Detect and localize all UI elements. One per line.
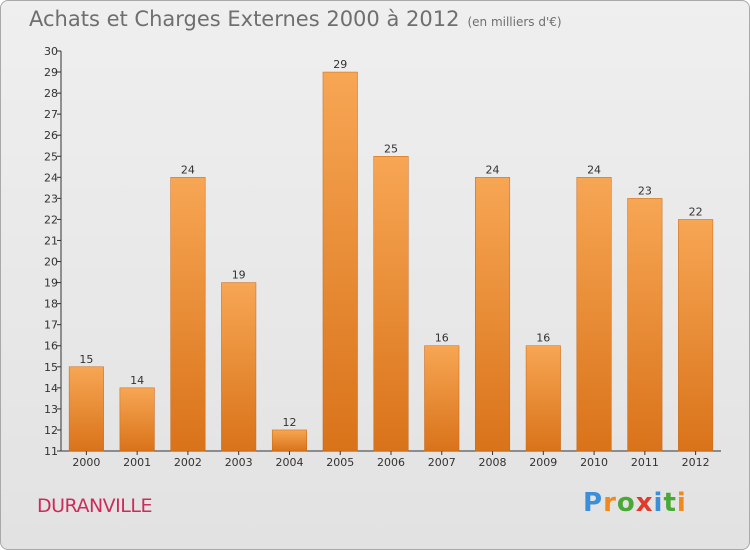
logo-letter: i bbox=[653, 488, 664, 518]
y-tick-label: 28 bbox=[44, 87, 58, 100]
logo-letter: o bbox=[616, 488, 636, 518]
bar bbox=[119, 387, 155, 452]
bar bbox=[322, 71, 358, 452]
y-tick-label: 26 bbox=[44, 129, 58, 142]
logo-letter: P bbox=[583, 488, 604, 518]
x-tick-label: 2002 bbox=[174, 456, 202, 469]
y-tick-label: 25 bbox=[44, 150, 58, 163]
y-tick-label: 23 bbox=[44, 192, 58, 205]
x-tick-label: 2012 bbox=[682, 456, 710, 469]
bar bbox=[475, 177, 511, 452]
x-tick-label: 2005 bbox=[326, 456, 354, 469]
y-tick-label: 16 bbox=[44, 340, 58, 353]
y-tick-label: 15 bbox=[44, 361, 58, 374]
y-tick-label: 20 bbox=[44, 256, 58, 269]
proxiti-logo: Proxiti bbox=[583, 488, 687, 518]
x-axis: 2000 2001 2002 2003 2004 2005 2006 2007 2008 2009… bbox=[61, 450, 721, 469]
y-axis: 11 12 13 14 15 16 17 18 19 20 21 22 23 24 25 26 27 28 29 30 bbox=[44, 45, 62, 458]
bar bbox=[373, 156, 409, 452]
x-tick-label: 2009 bbox=[529, 456, 557, 469]
bar bbox=[170, 177, 206, 452]
data-label: 29 bbox=[333, 58, 347, 71]
y-tick-label: 13 bbox=[44, 403, 58, 416]
y-tick-label: 17 bbox=[44, 319, 58, 332]
y-tick-label: 14 bbox=[44, 382, 58, 395]
y-tick-label: 12 bbox=[44, 424, 58, 437]
data-label: 22 bbox=[689, 205, 703, 218]
x-tick-label: 2010 bbox=[580, 456, 608, 469]
data-label: 14 bbox=[130, 374, 144, 387]
town-name: DURANVILLE bbox=[37, 495, 152, 517]
logo-letter: r bbox=[603, 488, 617, 518]
x-tick-label: 2003 bbox=[225, 456, 253, 469]
y-tick-label: 11 bbox=[44, 445, 58, 458]
data-label: 12 bbox=[282, 416, 296, 429]
y-tick-label: 19 bbox=[44, 277, 58, 290]
chart-subtitle: (en milliers d'€) bbox=[467, 15, 562, 29]
bar bbox=[576, 177, 612, 452]
x-tick-label: 2011 bbox=[631, 456, 659, 469]
bar bbox=[678, 219, 714, 452]
title-text: Achats et Charges Externes 2000 à 2012 bbox=[29, 7, 460, 31]
data-label: 19 bbox=[232, 269, 246, 282]
logo-letter: i bbox=[676, 488, 687, 518]
bar bbox=[525, 345, 561, 452]
x-tick-label: 2004 bbox=[275, 456, 303, 469]
y-tick-label: 30 bbox=[44, 45, 58, 58]
data-label: 24 bbox=[486, 163, 500, 176]
data-label: 15 bbox=[79, 353, 93, 366]
x-tick-label: 2007 bbox=[428, 456, 456, 469]
data-label: 16 bbox=[536, 332, 550, 345]
x-tick-label: 2000 bbox=[72, 456, 100, 469]
y-tick-label: 29 bbox=[44, 66, 58, 79]
bar bbox=[271, 429, 307, 452]
y-tick-label: 24 bbox=[44, 171, 58, 184]
y-tick-label: 27 bbox=[44, 108, 58, 121]
bar bbox=[627, 198, 663, 452]
data-label: 25 bbox=[384, 142, 398, 155]
bar bbox=[424, 345, 460, 452]
data-label: 16 bbox=[435, 332, 449, 345]
data-labels: 15 14 24 19 12 29 25 16 24 16 24 23 22 bbox=[79, 58, 702, 429]
data-label: 24 bbox=[181, 163, 195, 176]
y-tick-label: 18 bbox=[44, 298, 58, 311]
x-tick-label: 2006 bbox=[377, 456, 405, 469]
x-tick-label: 2008 bbox=[479, 456, 507, 469]
data-label: 23 bbox=[638, 184, 652, 197]
chart-title: Achats et Charges Externes 2000 à 2012 (e… bbox=[29, 7, 562, 31]
logo-letter: x bbox=[635, 488, 654, 518]
data-label: 24 bbox=[587, 163, 601, 176]
x-tick-label: 2001 bbox=[123, 456, 151, 469]
bar bbox=[68, 366, 104, 452]
bars bbox=[68, 71, 714, 452]
y-tick-label: 21 bbox=[44, 234, 58, 247]
bar bbox=[221, 282, 257, 452]
logo-letter: t bbox=[663, 488, 677, 518]
y-tick-label: 22 bbox=[44, 213, 58, 226]
